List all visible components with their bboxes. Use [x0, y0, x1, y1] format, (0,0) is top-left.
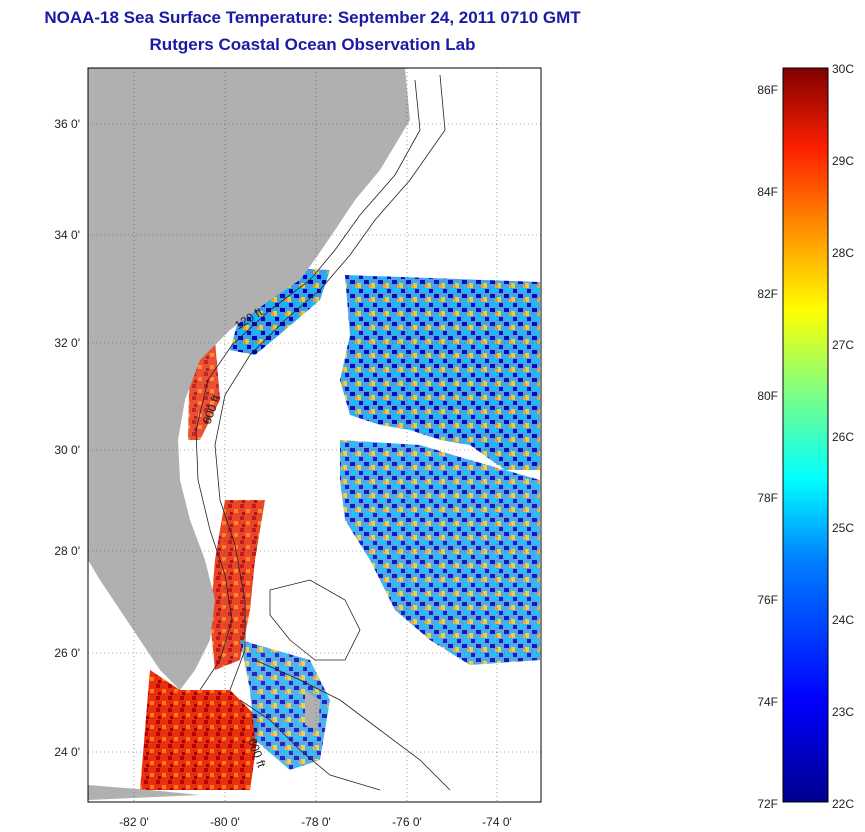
fahrenheit-label: 82F — [757, 287, 778, 301]
lat-tick-label: 26 0' — [54, 646, 80, 660]
celsius-label: 25C — [832, 521, 854, 535]
lon-tick-label: -76 0' — [392, 815, 422, 829]
celsius-label: 29C — [832, 154, 854, 168]
celsius-label: 24C — [832, 613, 854, 627]
fahrenheit-label: 78F — [757, 491, 778, 505]
celsius-label: 30C — [832, 62, 854, 76]
celsius-label: 28C — [832, 246, 854, 260]
fahrenheit-label: 74F — [757, 695, 778, 709]
lat-tick-label: 34 0' — [54, 228, 80, 242]
longitude-ticks: -82 0' -80 0' -78 0' -76 0' -74 0' — [119, 815, 512, 829]
fahrenheit-label: 84F — [757, 185, 778, 199]
fahrenheit-label: 76F — [757, 593, 778, 607]
lat-tick-label: 30 0' — [54, 443, 80, 457]
lat-tick-label: 36 0' — [54, 117, 80, 131]
celsius-label: 23C — [832, 705, 854, 719]
colorbar-celsius-labels: 30C 29C 28C 27C 26C 25C 24C 23C 22C — [832, 62, 854, 811]
lon-tick-label: -78 0' — [301, 815, 331, 829]
fahrenheit-label: 72F — [757, 797, 778, 811]
colorbar-fahrenheit-labels: 86F 84F 82F 80F 78F 76F 74F 72F — [757, 83, 778, 811]
bathymetry-contours — [195, 74, 451, 791]
fahrenheit-label: 86F — [757, 83, 778, 97]
lat-tick-label: 28 0' — [54, 544, 80, 558]
celsius-label: 22C — [832, 797, 854, 811]
celsius-label: 27C — [832, 338, 854, 352]
lon-tick-label: -74 0' — [482, 815, 512, 829]
celsius-label: 26C — [832, 430, 854, 444]
latitude-ticks: 36 0' 34 0' 32 0' 30 0' 28 0' 26 0' 24 0… — [54, 117, 80, 759]
map-title: NOAA-18 Sea Surface Temperature: Septemb… — [44, 8, 581, 27]
lon-tick-label: -82 0' — [119, 815, 149, 829]
fahrenheit-label: 80F — [757, 389, 778, 403]
lat-tick-label: 24 0' — [54, 745, 80, 759]
lat-tick-label: 32 0' — [54, 336, 80, 350]
temperature-colorbar — [782, 67, 829, 803]
map-frame — [87, 67, 542, 803]
lon-tick-label: -80 0' — [210, 815, 240, 829]
map-subtitle: Rutgers Coastal Ocean Observation Lab — [149, 35, 476, 54]
